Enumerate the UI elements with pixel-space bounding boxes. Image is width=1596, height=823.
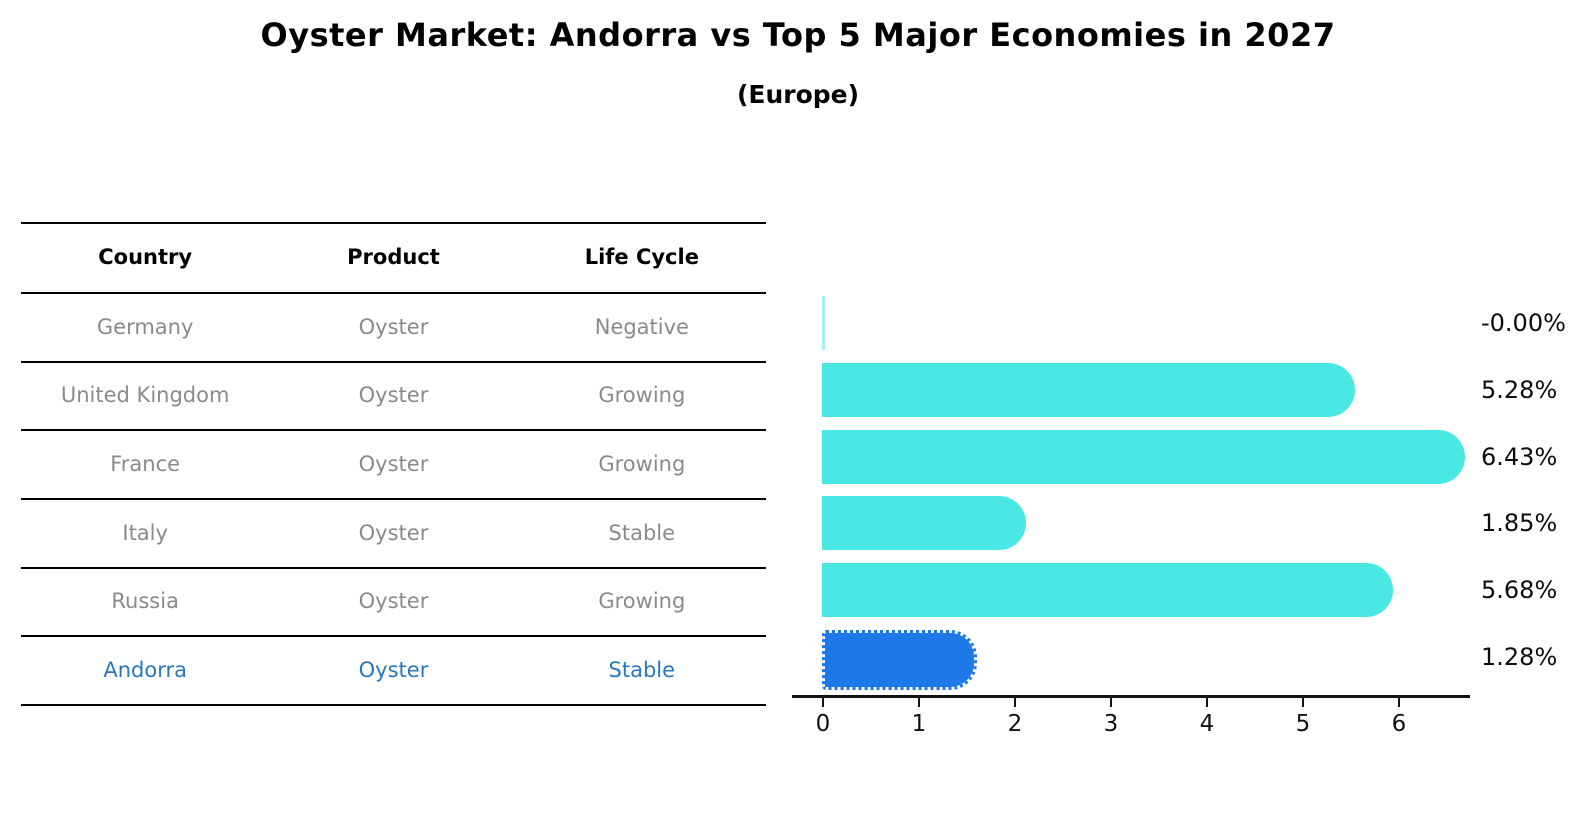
value-label: 1.28% bbox=[1481, 642, 1558, 671]
cell-product: Oyster bbox=[358, 452, 429, 477]
value-label: 5.28% bbox=[1481, 375, 1558, 404]
col-header-country: Country bbox=[98, 245, 193, 270]
cell-product: Oyster bbox=[358, 314, 429, 339]
cell-country: Russia bbox=[111, 589, 179, 614]
cell-product: Oyster bbox=[358, 383, 429, 408]
x-tick-mark bbox=[918, 698, 920, 707]
value-label: -0.00% bbox=[1481, 309, 1566, 338]
table-header-row: Country Product Life Cycle bbox=[21, 222, 766, 292]
table-row: Russia Oyster Growing bbox=[21, 566, 766, 636]
x-tick-mark bbox=[1398, 698, 1400, 707]
cell-life-cycle: Growing bbox=[598, 383, 686, 408]
x-tick-mark bbox=[1206, 698, 1208, 707]
x-tick-label: 3 bbox=[1103, 711, 1119, 737]
cell-country: United Kingdom bbox=[60, 383, 230, 408]
col-header-lifecycle: Life Cycle bbox=[584, 245, 699, 270]
col-header-product: Product bbox=[347, 245, 440, 270]
cell-life-cycle: Growing bbox=[598, 589, 686, 614]
bar-russia bbox=[822, 562, 1394, 617]
x-tick-label: 5 bbox=[1295, 711, 1311, 737]
cell-product: Oyster bbox=[358, 520, 429, 545]
cell-life-cycle: Negative bbox=[594, 314, 689, 339]
chart-subtitle: (Europe) bbox=[736, 80, 860, 109]
cell-life-cycle: Stable bbox=[608, 658, 676, 683]
x-tick-label: 1 bbox=[911, 711, 927, 737]
cell-product: Oyster bbox=[358, 589, 429, 614]
x-tick-label: 2 bbox=[1007, 711, 1023, 737]
bar-united-kingdom bbox=[822, 362, 1355, 417]
x-tick-mark bbox=[822, 698, 824, 707]
x-axis-line bbox=[792, 695, 1470, 698]
cell-country: France bbox=[110, 452, 181, 477]
value-label: 5.68% bbox=[1481, 575, 1558, 604]
table-body: Germany Oyster Negative United Kingdom Oyste… bbox=[21, 292, 766, 706]
table-row: United Kingdom Oyster Growing bbox=[21, 360, 766, 430]
table-row: Andorra Oyster Stable bbox=[21, 635, 766, 706]
cell-country: Germany bbox=[96, 314, 194, 339]
x-tick-mark bbox=[1014, 698, 1016, 707]
bar-france bbox=[822, 429, 1466, 484]
table-row: France Oyster Growing bbox=[21, 429, 766, 498]
bar-italy bbox=[822, 496, 1026, 551]
x-tick-label: 6 bbox=[1391, 711, 1407, 737]
x-tick-mark bbox=[1110, 698, 1112, 707]
cell-country: Andorra bbox=[103, 658, 187, 683]
table-row: Italy Oyster Stable bbox=[21, 497, 766, 567]
value-label: 6.43% bbox=[1481, 442, 1558, 471]
cell-country: Italy bbox=[122, 520, 168, 545]
x-tick-label: 0 bbox=[815, 711, 831, 737]
value-label: 1.85% bbox=[1481, 509, 1558, 538]
bar-highlight-andorra bbox=[822, 629, 977, 690]
chart-title: Oyster Market: Andorra vs Top 5 Major Ec… bbox=[260, 16, 1336, 54]
x-tick-label: 4 bbox=[1199, 711, 1215, 737]
country-table: Country Product Life Cycle Germany Oyster… bbox=[21, 222, 766, 706]
table-row: Germany Oyster Negative bbox=[21, 292, 766, 361]
cell-life-cycle: Stable bbox=[608, 520, 676, 545]
bar-germany bbox=[822, 296, 825, 351]
cell-product: Oyster bbox=[358, 658, 429, 683]
x-tick-mark bbox=[1302, 698, 1304, 707]
cell-life-cycle: Growing bbox=[598, 452, 686, 477]
